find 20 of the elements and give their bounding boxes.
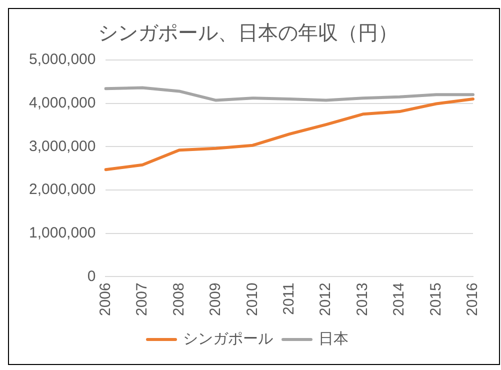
x-tick-label: 2016 (464, 282, 482, 316)
y-tick-label: 0 (87, 268, 96, 285)
y-tick-label: 1,000,000 (28, 224, 96, 242)
chart-title: シンガポール、日本の年収（円） (98, 22, 398, 45)
x-tick-label: 2008 (170, 282, 188, 316)
x-tick-label: 2007 (134, 282, 151, 316)
y-tick-label: 3,000,000 (28, 138, 96, 155)
x-tick-label: 2013 (354, 282, 371, 316)
y-tick-label: 4,000,000 (28, 94, 96, 112)
x-tick-label: 2010 (244, 282, 261, 316)
y-tick-label: 2,000,000 (28, 181, 96, 198)
legend-label: シンガポール (183, 330, 273, 348)
x-tick-label: 2009 (207, 282, 224, 316)
x-tick-label: 2015 (427, 282, 444, 316)
x-tick-label: 2014 (390, 282, 408, 316)
y-tick-label: 5,000,000 (28, 51, 96, 68)
x-tick-label: 2012 (317, 282, 334, 316)
legend-label: 日本 (318, 330, 348, 348)
x-tick-label: 2006 (96, 282, 114, 316)
x-tick-label: 2011 (280, 282, 298, 315)
